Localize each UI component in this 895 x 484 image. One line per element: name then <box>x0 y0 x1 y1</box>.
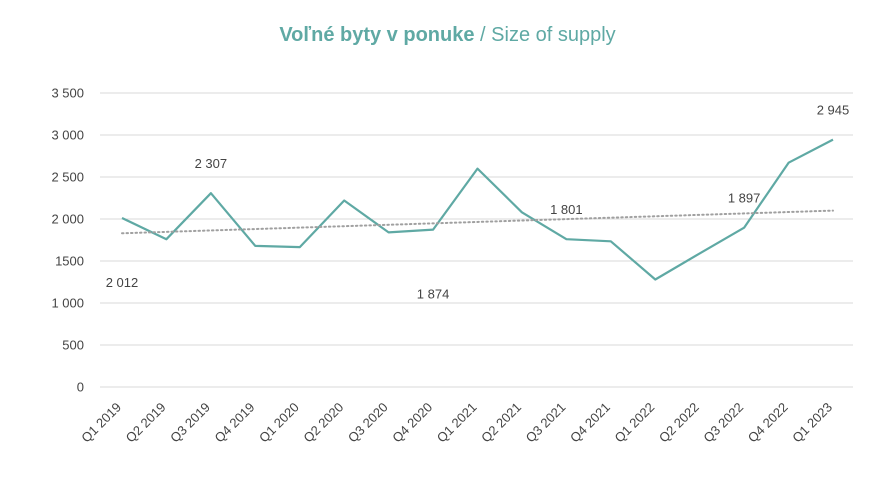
chart-title: Voľné byty v ponuke / Size of supply <box>0 24 895 47</box>
series-line <box>121 138 834 281</box>
y-tick-label: 1500 <box>55 254 84 269</box>
y-tick-label: 1 000 <box>51 296 84 311</box>
x-tick-label: Q1 2020 <box>256 400 302 446</box>
data-label: 1 897 <box>728 191 761 206</box>
x-tick-label: Q1 2021 <box>434 400 480 446</box>
chart-title-main: Voľné byty v ponuke <box>279 24 475 46</box>
data-label: 1 874 <box>417 287 450 302</box>
y-tick-label: 2 500 <box>51 170 84 185</box>
x-tick-label: Q2 2021 <box>478 400 524 446</box>
data-label: 2 307 <box>195 156 228 171</box>
trendline <box>121 209 834 235</box>
x-tick-label: Q1 2022 <box>611 400 657 446</box>
data-label: 2 945 <box>817 103 850 118</box>
data-label: 1 801 <box>550 202 583 217</box>
y-tick-label: 0 <box>77 380 84 395</box>
x-tick-label: Q3 2020 <box>345 400 391 446</box>
x-tick-label: Q2 2019 <box>123 400 169 446</box>
y-tick-label: 3 000 <box>51 128 84 143</box>
chart-title-separator: / <box>474 24 492 46</box>
x-tick-label: Q2 2020 <box>300 400 346 446</box>
x-tick-label: Q1 2023 <box>789 400 835 446</box>
x-tick-label: Q3 2022 <box>700 400 746 446</box>
x-tick-label: Q4 2022 <box>745 400 791 446</box>
x-tick-label: Q4 2019 <box>212 400 258 446</box>
x-tick-label: Q3 2021 <box>523 400 569 446</box>
x-tick-label: Q4 2021 <box>567 400 613 446</box>
x-tick-label: Q2 2022 <box>656 400 702 446</box>
chart-title-sub: Size of supply <box>491 24 616 46</box>
y-tick-label: 2 000 <box>51 212 84 227</box>
x-tick-label: Q3 2019 <box>167 400 213 446</box>
x-tick-label: Q4 2020 <box>389 400 435 446</box>
y-tick-label: 500 <box>62 338 84 353</box>
y-tick-label: 3 500 <box>51 86 84 101</box>
data-label: 2 012 <box>106 275 139 290</box>
x-tick-label: Q1 2019 <box>78 400 124 446</box>
